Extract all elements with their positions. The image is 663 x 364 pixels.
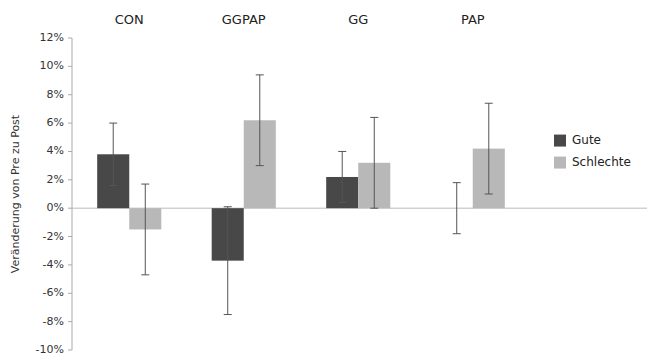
legend-swatch: [554, 157, 566, 169]
y-tick-label: 10%: [40, 59, 64, 72]
y-tick-label: -6%: [43, 286, 64, 299]
error-cap: [338, 202, 346, 203]
error-bar: [453, 183, 461, 234]
error-stem: [145, 184, 146, 275]
error-cap: [370, 208, 378, 209]
error-stem: [342, 151, 343, 202]
y-tick-label: 8%: [47, 88, 64, 101]
y-tick: [68, 179, 72, 180]
y-tick: [68, 66, 72, 67]
error-cap: [256, 74, 264, 75]
legend-label: Gute: [572, 133, 601, 147]
legend-label: Schlechte: [572, 155, 631, 169]
error-cap: [370, 117, 378, 118]
error-cap: [109, 123, 117, 124]
x-tick-label: PAP: [461, 12, 485, 27]
y-tick: [68, 151, 72, 152]
error-bar: [485, 103, 493, 194]
y-tick: [68, 293, 72, 294]
error-bar: [338, 151, 346, 202]
y-tick-label: 2%: [47, 173, 64, 186]
error-cap: [141, 184, 149, 185]
y-tick: [68, 94, 72, 95]
chart: -10% -8% -6% -4% -2% 0% 2% 4% 6% 8% 10% 12% Veränder…: [0, 0, 663, 364]
x-tick-label: CON: [115, 12, 144, 27]
error-cap: [224, 206, 232, 207]
error-cap: [141, 274, 149, 275]
y-tick-label: 4%: [47, 144, 64, 157]
error-cap: [256, 165, 264, 166]
error-stem: [259, 75, 260, 166]
error-bar: [370, 117, 378, 208]
error-stem: [374, 117, 375, 208]
error-bar: [256, 75, 264, 166]
legend: Gute Schlechte: [554, 133, 631, 169]
error-bar: [141, 184, 149, 275]
error-cap: [453, 182, 461, 183]
y-tick: [68, 264, 72, 265]
y-tick-label: 6%: [47, 116, 64, 129]
legend-swatch: [554, 135, 566, 147]
y-tick-label: -10%: [36, 343, 64, 356]
y-axis-label: Veränderung von Pre zu Post: [9, 114, 22, 273]
error-stem: [113, 123, 114, 185]
y-tick-label: -4%: [43, 258, 64, 271]
error-cap: [485, 103, 493, 104]
plot-area: [72, 75, 647, 315]
error-bar: [109, 123, 117, 185]
y-tick-label: -8%: [43, 315, 64, 328]
error-cap: [485, 194, 493, 195]
error-stem: [456, 183, 457, 234]
y-tick-label: -2%: [43, 230, 64, 243]
error-cap: [338, 151, 346, 152]
error-bar: [224, 207, 232, 315]
error-cap: [109, 185, 117, 186]
y-axis-line: [72, 38, 73, 350]
y-tick: [68, 208, 72, 209]
y-tick-label: 12%: [40, 31, 64, 44]
y-tick: [68, 123, 72, 124]
error-stem: [488, 103, 489, 194]
error-cap: [453, 233, 461, 234]
y-tick: [68, 321, 72, 322]
error-cap: [224, 314, 232, 315]
x-tick-label: GGPAP: [222, 12, 266, 27]
y-tick-label: 0%: [47, 201, 64, 214]
y-tick: [68, 350, 72, 351]
error-stem: [227, 207, 228, 315]
y-tick: [68, 38, 72, 39]
y-tick: [68, 236, 72, 237]
x-tick-label: GG: [348, 12, 368, 27]
